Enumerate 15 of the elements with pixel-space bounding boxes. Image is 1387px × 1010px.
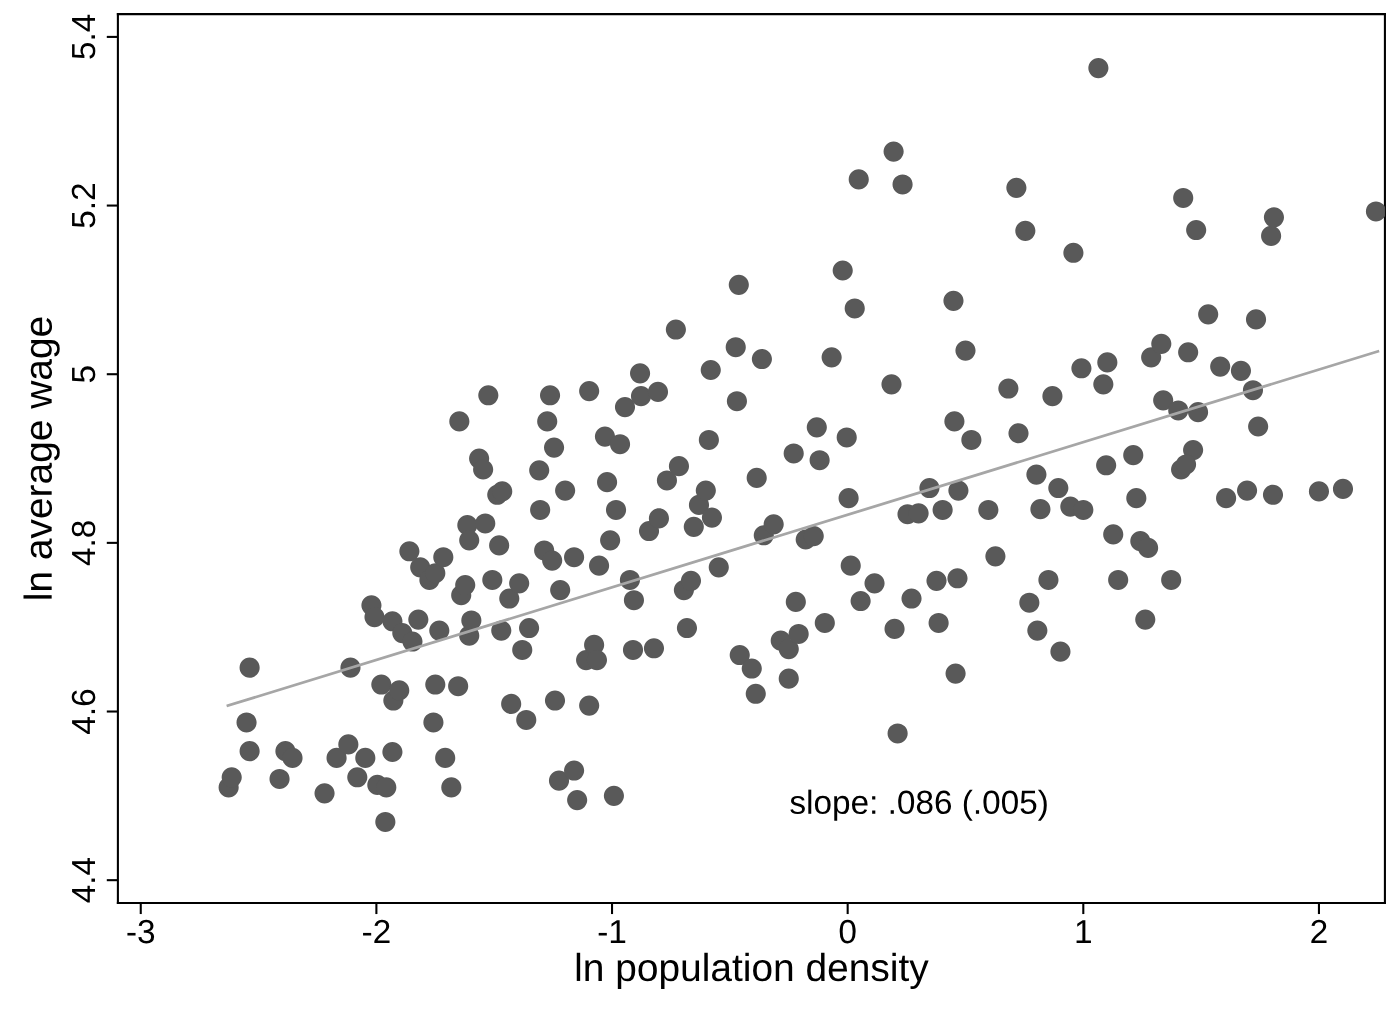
x-tick-label: 0 bbox=[839, 919, 856, 944]
y-tick-label: 5.4 bbox=[72, 14, 96, 59]
y-tick-label: 5.2 bbox=[71, 184, 96, 228]
y-tick-label: 4.6 bbox=[71, 689, 96, 734]
x-tick-label: -2 bbox=[363, 919, 390, 944]
x-tick-label: -1 bbox=[598, 920, 626, 944]
x-tick-label: 1 bbox=[1076, 920, 1091, 944]
y-axis-title: ln average wage bbox=[23, 317, 60, 599]
x-tick-label: 2 bbox=[1311, 919, 1327, 944]
y-tick-label: 4.8 bbox=[71, 521, 96, 566]
x-axis-title: ln population density bbox=[576, 952, 929, 990]
annotation: slope: .086 (.005) bbox=[790, 789, 1047, 821]
x-tick-label: -3 bbox=[127, 919, 155, 944]
y-tick-label: 5 bbox=[72, 366, 96, 383]
y-tick-label: 4.4 bbox=[72, 857, 96, 903]
